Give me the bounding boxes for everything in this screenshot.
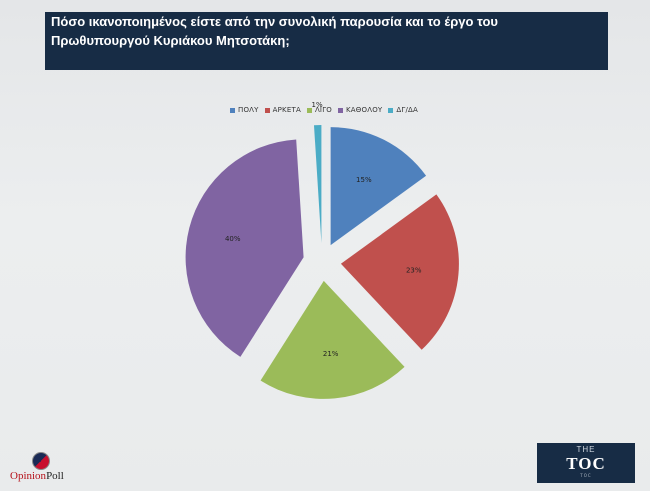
legend-label-3: ΚΑΘΟΛΟΥ: [346, 106, 383, 114]
logo-text-opinion: Opinion: [10, 470, 47, 482]
legend-label-0: ΠΟΛΥ: [238, 106, 259, 114]
pie-slice-2: [260, 280, 405, 399]
pie-slice-4: [313, 125, 322, 244]
chart-title: Πόσο ικανοποιημένος είστε από την συνολι…: [45, 12, 608, 70]
legend-swatch-3: [338, 107, 344, 113]
opinion-poll-logo-text: OpinionPoll: [10, 470, 64, 482]
legend-swatch-0: [230, 107, 235, 113]
pie-slice-label-3: 40%: [225, 235, 241, 243]
legend-item-1: ΑΡΚΕΤΑ: [264, 106, 301, 114]
the-toc-logo-sub: TOC: [580, 473, 592, 478]
the-toc-logo: THE TOC TOC: [537, 443, 635, 483]
opinion-poll-logo: OpinionPoll: [10, 452, 80, 488]
legend-swatch-4: [388, 107, 394, 113]
legend-swatch-2: [306, 107, 312, 113]
legend-label-4: ΔΓ/ΔΑ: [396, 106, 419, 114]
logo-text-poll: Poll: [46, 470, 64, 482]
legend-swatch-1: [264, 107, 270, 113]
chart-title-line-2: Πρωθυπουργού Κυριάκου Μητσοτάκη;: [51, 33, 290, 48]
legend-item-0: ΠΟΛΥ: [230, 106, 259, 114]
pie-slice-3: [185, 139, 304, 357]
chart-title-line-1: Πόσο ικανοποιημένος είστε από την συνολι…: [51, 14, 498, 29]
pie-slice-1: [340, 194, 459, 350]
legend-item-4: ΔΓ/ΔΑ: [388, 106, 418, 114]
legend-label-2: ΛΙΓΟ: [314, 106, 333, 114]
opinion-poll-logo-icon: [32, 452, 50, 470]
chart-legend: ΠΟΛΥ ΑΡΚΕΤΑ ΛΙΓΟ ΚΑΘΟΛΟΥ ΔΓ/ΔΑ: [230, 104, 424, 116]
pie-slice-0: [330, 127, 427, 246]
pie-slice-label-1: 23%: [406, 267, 422, 275]
pie-slice-label-0: 15%: [356, 176, 372, 184]
legend-item-2: ΛΙΓΟ: [306, 106, 333, 114]
the-toc-logo-top: THE: [576, 445, 596, 454]
the-toc-logo-main: TOC: [566, 454, 606, 473]
legend-label-1: ΑΡΚΕΤΑ: [272, 106, 301, 114]
pie-slice-label-2: 21%: [323, 350, 339, 358]
pie-slice-label-4: 1%: [312, 101, 323, 109]
legend-item-3: ΚΑΘΟΛΟΥ: [338, 106, 382, 114]
